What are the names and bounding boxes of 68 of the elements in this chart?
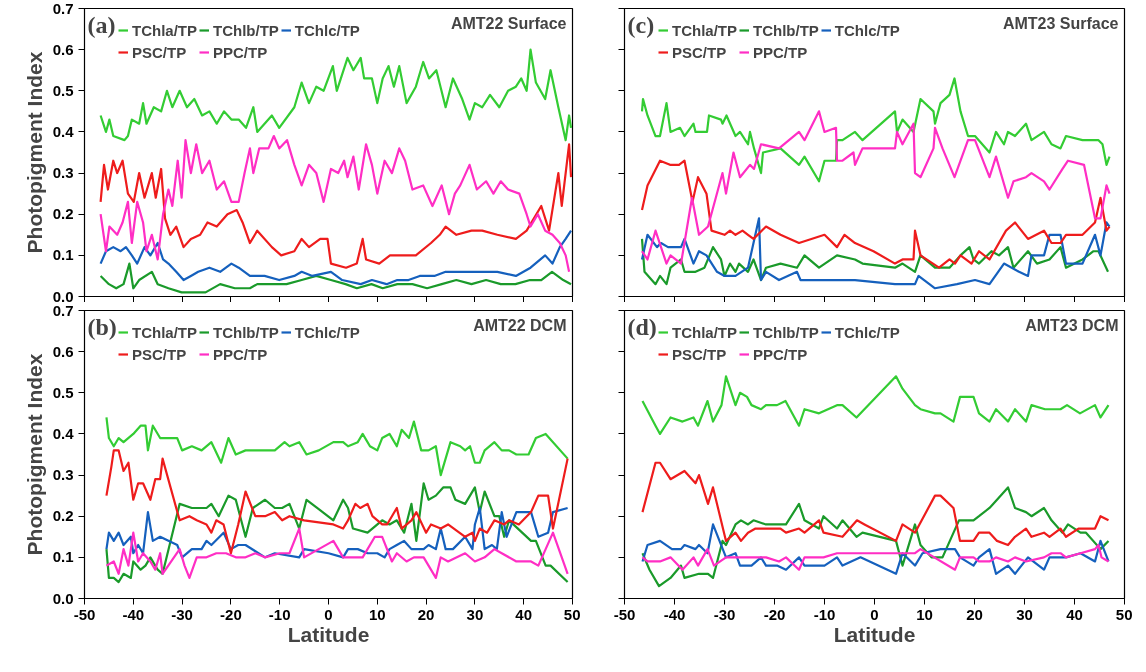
- y-tick-label: 0.6: [52, 342, 74, 360]
- y-tick-label: 0.2: [52, 205, 74, 223]
- x-axis-title: Latitude: [833, 622, 916, 646]
- legend-label: PPC/TP: [213, 344, 268, 364]
- legend-label: TChlc/TP: [294, 20, 360, 40]
- chart-title: AMT22 DCM: [473, 316, 567, 334]
- y-tick-label: 0.1: [52, 246, 74, 264]
- annotation: (c): [627, 11, 655, 38]
- x-tick-label: -20: [763, 605, 786, 623]
- legend-label: TChla/TP: [132, 20, 198, 40]
- y-tick-label: 0.7: [52, 0, 74, 17]
- x-tick-label: 20: [966, 605, 983, 623]
- x-tick-label: -40: [663, 605, 686, 623]
- x-tick-label: 30: [466, 605, 484, 623]
- annotation: (a): [87, 11, 116, 38]
- legend-label: PPC/TP: [753, 344, 808, 364]
- x-tick-label: -50: [73, 605, 96, 623]
- chart-title: AMT23 DCM: [1025, 316, 1119, 334]
- x-tick-label: 50: [563, 605, 581, 623]
- x-tick-label: -20: [220, 605, 242, 623]
- y-tick-label: 0.4: [52, 122, 75, 140]
- chart-title: AMT22 Surface: [450, 14, 567, 32]
- y-tick-label: 0.0: [52, 589, 74, 607]
- x-tick-label: 10: [368, 605, 386, 623]
- x-tick-label: -30: [713, 605, 736, 623]
- legend-label: TChlb/TP: [753, 20, 819, 40]
- x-tick-label: -50: [613, 605, 636, 623]
- x-tick-label: 0: [324, 605, 333, 623]
- x-axis-title: Latitude: [287, 622, 370, 646]
- y-tick-label: 0.5: [52, 81, 74, 99]
- legend-label: TChlb/TP: [213, 322, 279, 342]
- x-tick-label: 10: [916, 605, 933, 623]
- x-tick-label: -30: [171, 605, 193, 623]
- legend-label: TChlc/TP: [834, 322, 900, 342]
- y-tick-label: 0.1: [52, 548, 74, 566]
- legend-label: PSC/TP: [672, 42, 727, 62]
- legend-label: PSC/TP: [672, 344, 727, 364]
- annotation: (b): [87, 313, 117, 340]
- x-tick-label: -10: [268, 605, 291, 623]
- annotation: (d): [627, 313, 657, 340]
- legend-label: PPC/TP: [213, 42, 268, 62]
- x-tick-label: 20: [417, 605, 435, 623]
- y-tick-label: 0.5: [52, 383, 74, 401]
- y-tick-label: 0.3: [52, 466, 74, 484]
- legend-label: TChlc/TP: [834, 20, 900, 40]
- x-tick-label: -10: [813, 605, 836, 623]
- y-tick-label: 0.2: [52, 507, 74, 525]
- x-tick-label: -40: [122, 605, 145, 623]
- x-tick-label: 30: [1016, 605, 1033, 623]
- y-axis-title: Photopigment Index: [22, 51, 46, 254]
- legend-label: PSC/TP: [132, 42, 187, 62]
- y-tick-label: 0.3: [52, 164, 74, 182]
- x-tick-label: 40: [1066, 605, 1083, 623]
- x-tick-label: 0: [870, 605, 879, 623]
- legend-label: TChla/TP: [672, 322, 738, 342]
- legend-label: TChlb/TP: [213, 20, 279, 40]
- y-tick-label: 0.4: [52, 424, 75, 442]
- chart-title: AMT23 Surface: [1002, 14, 1119, 32]
- legend-label: TChla/TP: [132, 322, 198, 342]
- legend-label: PPC/TP: [753, 42, 808, 62]
- y-axis-title: Photopigment Index: [22, 353, 46, 556]
- y-tick-label: 0.6: [52, 40, 74, 58]
- x-tick-label: 50: [1115, 605, 1133, 623]
- legend-label: TChlb/TP: [753, 322, 819, 342]
- legend-label: PSC/TP: [132, 344, 187, 364]
- legend-label: TChlc/TP: [294, 322, 360, 342]
- x-tick-label: 40: [515, 605, 533, 623]
- legend-label: TChla/TP: [672, 20, 738, 40]
